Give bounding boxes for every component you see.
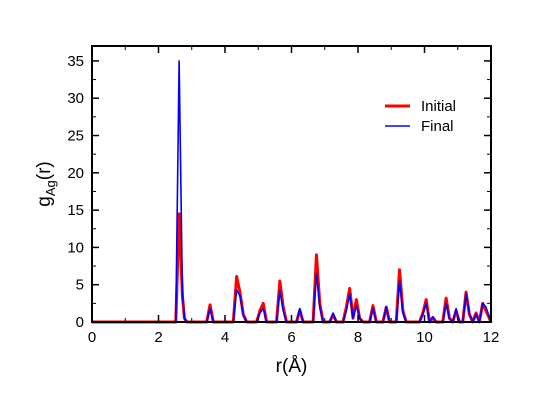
y-axis-label-tail: (r) bbox=[34, 161, 55, 180]
x-tick-label: 10 bbox=[416, 329, 433, 346]
x-tick-label: 0 bbox=[88, 329, 96, 346]
y-tick-label: 10 bbox=[67, 239, 84, 256]
x-tick-label: 8 bbox=[354, 329, 362, 346]
series-line-initial bbox=[92, 212, 493, 324]
x-ticks: 0 2 4 6 8 10 12 bbox=[88, 46, 500, 346]
legend-label-final: Final bbox=[421, 118, 454, 135]
plot-frame bbox=[91, 45, 492, 323]
y-tick-label: 5 bbox=[76, 277, 84, 294]
x-tick-label: 12 bbox=[483, 329, 500, 346]
legend-label-initial: Initial bbox=[421, 98, 456, 115]
legend: Initial Final bbox=[385, 98, 456, 135]
x-axis-label: r(Å) bbox=[276, 356, 308, 377]
x-tick-label: 6 bbox=[287, 329, 295, 346]
y-axis-label-main: g bbox=[34, 196, 55, 207]
y-tick-label: 0 bbox=[76, 314, 84, 331]
y-tick-label: 30 bbox=[67, 90, 84, 107]
y-ticks: 0 5 10 15 20 25 30 35 bbox=[67, 53, 491, 331]
y-tick-label: 35 bbox=[67, 53, 84, 70]
y-tick-label: 15 bbox=[67, 202, 84, 219]
series-line-final bbox=[92, 60, 492, 323]
y-axis-label: gAg(r) bbox=[34, 161, 58, 206]
y-tick-label: 25 bbox=[67, 128, 84, 145]
y-axis-label-sub: Ag bbox=[43, 180, 58, 196]
x-tick-label: 2 bbox=[154, 329, 162, 346]
y-tick-label: 20 bbox=[67, 165, 84, 182]
series-layer bbox=[92, 60, 493, 324]
x-tick-label: 4 bbox=[221, 329, 229, 346]
